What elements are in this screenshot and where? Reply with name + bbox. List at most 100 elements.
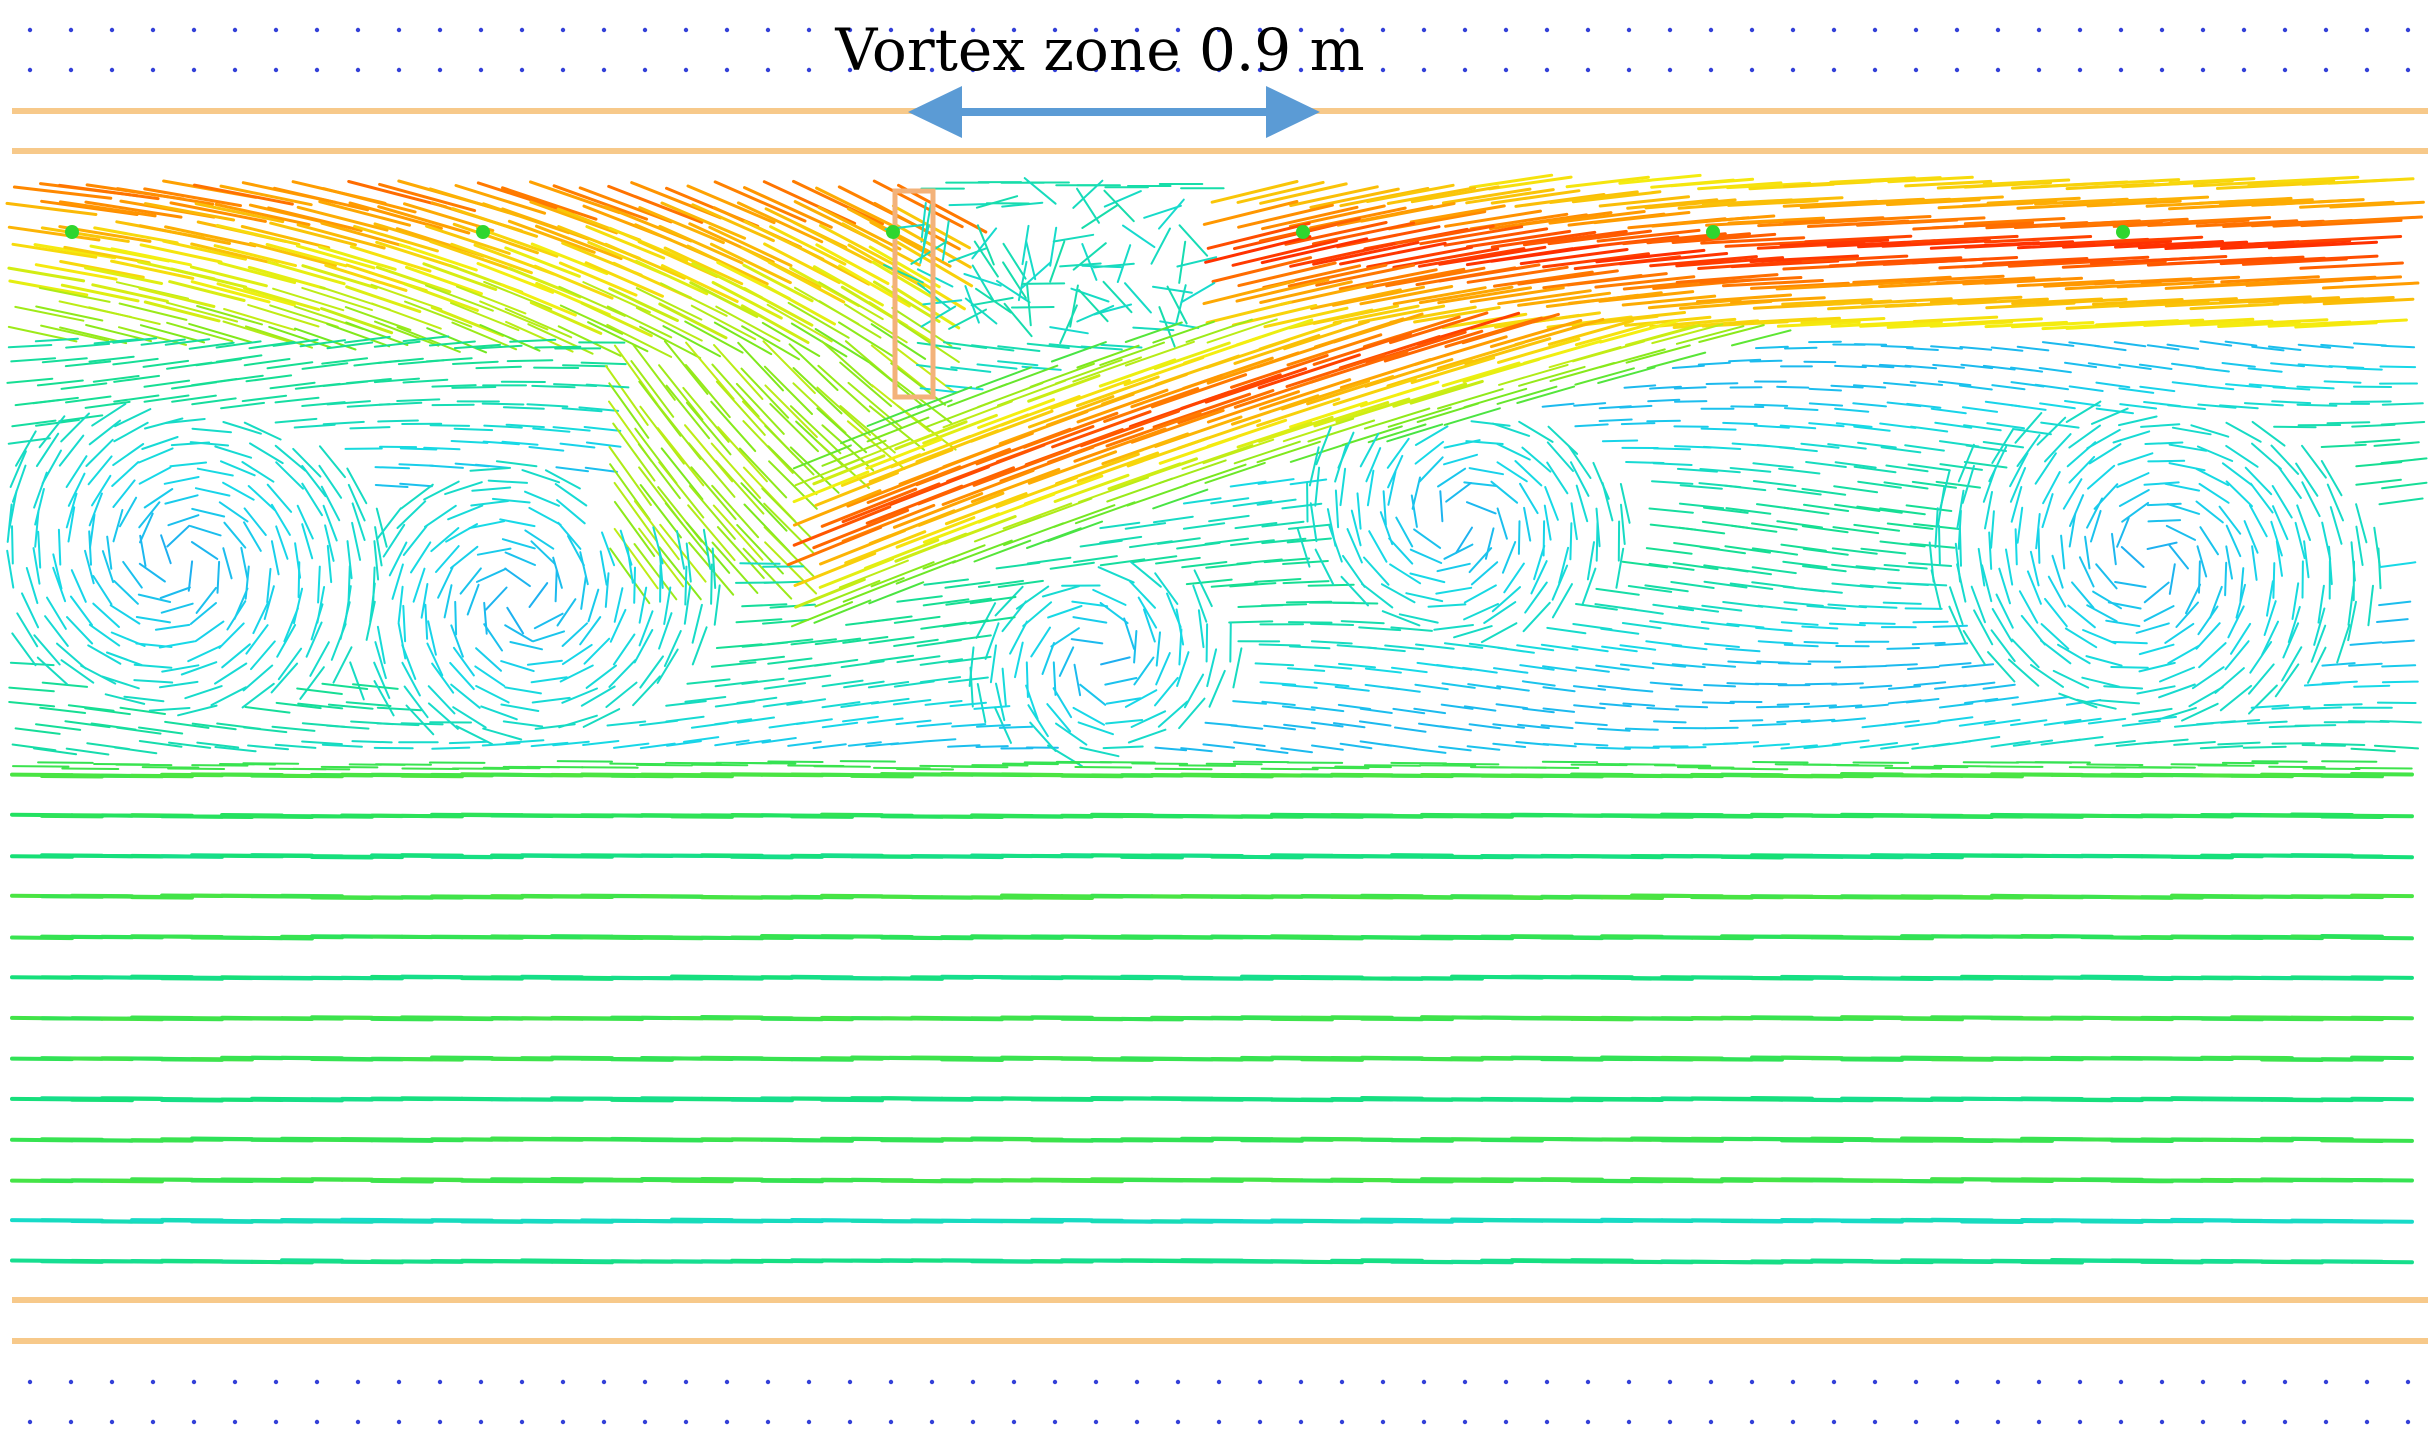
velocity-vector bbox=[1697, 361, 1731, 366]
velocity-vector bbox=[1310, 706, 1345, 713]
velocity-vector bbox=[2034, 452, 2057, 485]
velocity-vector bbox=[1079, 683, 1107, 706]
velocity-vector bbox=[454, 184, 547, 215]
velocity-vector bbox=[116, 726, 162, 735]
velocity-vector bbox=[2197, 255, 2305, 264]
velocity-vector bbox=[92, 575, 113, 606]
velocity-vector bbox=[1177, 389, 1275, 425]
velocity-vector bbox=[975, 195, 1019, 209]
velocity-vector bbox=[144, 417, 184, 430]
velocity-vector bbox=[220, 401, 265, 410]
velocity-vector bbox=[1904, 607, 1943, 610]
velocity-vector bbox=[447, 504, 484, 521]
velocity-vector bbox=[2321, 662, 2356, 667]
velocity-vector bbox=[844, 530, 927, 565]
velocity-vector bbox=[1601, 482, 1614, 522]
velocity-vector bbox=[191, 397, 237, 406]
grid-dot bbox=[765, 1419, 771, 1425]
velocity-vector bbox=[1072, 616, 1108, 624]
velocity-vector bbox=[528, 506, 562, 526]
velocity-vector bbox=[1883, 564, 1928, 570]
velocity-vector bbox=[2354, 438, 2401, 444]
velocity-vector bbox=[789, 405, 842, 455]
velocity-vector bbox=[12, 765, 70, 768]
velocity-vector bbox=[1805, 461, 1847, 468]
velocity-vector bbox=[346, 540, 353, 580]
velocity-vector bbox=[683, 585, 692, 625]
velocity-vector bbox=[1390, 224, 1495, 246]
velocity-vector bbox=[1053, 504, 1116, 528]
grid-dot bbox=[1503, 1419, 1509, 1425]
velocity-vector bbox=[111, 461, 140, 487]
grid-dot bbox=[806, 1419, 812, 1425]
velocity-vector bbox=[1804, 682, 1838, 686]
velocity-vector bbox=[529, 200, 618, 235]
velocity-vector bbox=[248, 341, 295, 350]
velocity-vector bbox=[429, 424, 471, 427]
velocity-vector bbox=[1991, 608, 2013, 643]
velocity-vector bbox=[1514, 317, 1605, 347]
velocity-vector bbox=[2167, 404, 2206, 410]
velocity-vector bbox=[273, 186, 370, 212]
velocity-vector bbox=[317, 565, 321, 604]
velocity-vector bbox=[1440, 703, 1474, 710]
velocity-vector bbox=[1232, 700, 1267, 705]
velocity-vector bbox=[1259, 280, 1353, 304]
velocity-vector bbox=[2146, 541, 2178, 550]
velocity-vector bbox=[1363, 407, 1431, 430]
grid-dot bbox=[1216, 1419, 1222, 1425]
velocity-vector bbox=[2195, 467, 2230, 487]
velocity-vector bbox=[1206, 221, 1311, 250]
velocity-vector bbox=[868, 581, 925, 605]
velocity-vector bbox=[1181, 561, 1228, 569]
velocity-vector bbox=[1546, 626, 1587, 635]
velocity-vector bbox=[1649, 255, 1758, 268]
velocity-vector bbox=[2113, 341, 2147, 348]
velocity-vector bbox=[1166, 285, 1188, 325]
velocity-vector bbox=[1517, 520, 1521, 555]
velocity-vector bbox=[1852, 384, 1887, 389]
velocity-vector bbox=[1152, 285, 1193, 294]
velocity-vector bbox=[214, 445, 253, 459]
velocity-vector bbox=[301, 740, 343, 746]
velocity-vector bbox=[892, 699, 932, 706]
velocity-vector bbox=[1206, 390, 1300, 424]
velocity-vector bbox=[7, 344, 53, 349]
velocity-vector bbox=[741, 325, 800, 361]
velocity-vector bbox=[1124, 522, 1167, 530]
velocity-vector bbox=[1575, 666, 1610, 673]
velocity-vector bbox=[1392, 707, 1426, 715]
velocity-vector bbox=[450, 440, 489, 444]
velocity-vector bbox=[1906, 347, 1939, 351]
velocity-vector bbox=[391, 563, 404, 600]
velocity-vector bbox=[639, 484, 682, 539]
velocity-vector bbox=[1438, 745, 1472, 752]
velocity-vector bbox=[1103, 190, 1142, 208]
velocity-vector bbox=[365, 600, 376, 641]
velocity-vector bbox=[106, 535, 113, 570]
grid-dot bbox=[396, 67, 402, 73]
velocity-vector bbox=[400, 483, 434, 510]
velocity-vector bbox=[1530, 560, 1548, 595]
velocity-vector bbox=[1624, 746, 1660, 749]
grid-dot bbox=[847, 27, 853, 33]
velocity-vector bbox=[2008, 658, 2040, 687]
velocity-vector bbox=[2192, 279, 2291, 288]
velocity-vector bbox=[1105, 411, 1202, 448]
velocity-vector bbox=[2379, 720, 2422, 724]
velocity-vector bbox=[1206, 318, 1278, 344]
velocity-vector bbox=[479, 300, 549, 331]
velocity-vector bbox=[1105, 697, 1142, 705]
velocity-vector bbox=[557, 325, 622, 357]
velocity-vector bbox=[1414, 425, 1449, 446]
velocity-vector bbox=[738, 447, 788, 499]
velocity-vector bbox=[320, 765, 379, 769]
velocity-vector bbox=[374, 320, 440, 347]
grid-dot bbox=[396, 27, 402, 33]
velocity-vector bbox=[1834, 461, 1877, 469]
velocity-vector bbox=[1335, 397, 1411, 424]
velocity-vector bbox=[1783, 407, 1819, 411]
velocity-vector bbox=[658, 461, 705, 519]
velocity-vector bbox=[2251, 442, 2282, 470]
velocity-vector bbox=[241, 394, 288, 403]
